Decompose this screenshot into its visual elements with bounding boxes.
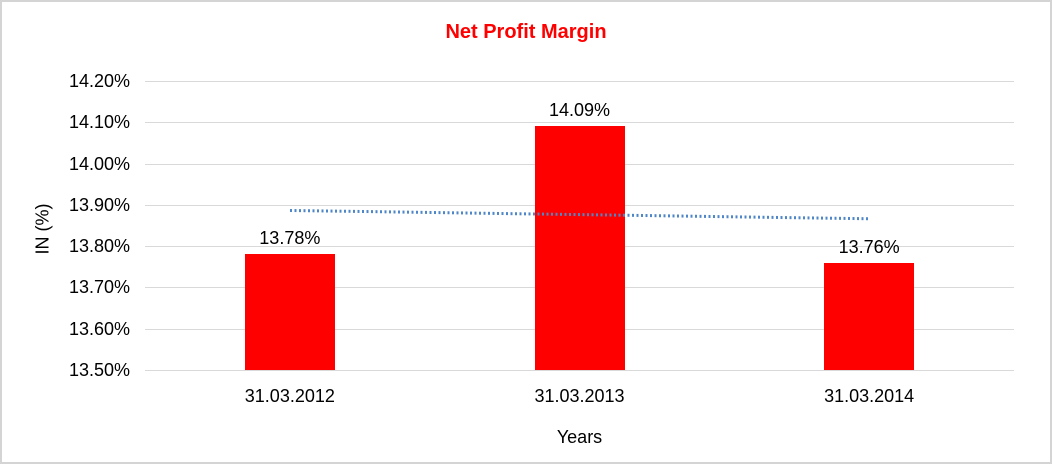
y-axis-tick-label: 14.20% [68,71,130,91]
bar-value-label: 13.78% [259,228,321,249]
gridline [145,370,1014,371]
x-axis-tick-label: 31.03.2014 [824,386,915,406]
bar-value-label: 14.09% [548,100,611,121]
bar-31.03.2014 [824,262,915,370]
bar-value-label: 13.76% [838,236,900,257]
chart-title: Net Profit Margin [445,21,607,43]
y-axis-tick-label: 14.00% [68,153,130,174]
y-axis-tick-label: 13.60% [68,318,130,339]
y-axis-tick-label: 13.90% [68,194,130,215]
y-axis-tick-label: 13.80% [68,236,130,257]
y-axis-tick-label: 13.50% [68,360,130,380]
gridline [145,81,1014,82]
gridline [145,122,1014,124]
bar-31.03.2012 [244,254,335,370]
x-axis-tick-label: 31.03.2013 [534,386,625,406]
plot-area: 13.78% 14.09% 13.76% [145,81,1014,371]
x-axis-tick-label: 31.03.2012 [244,386,335,406]
y-axis-tick-label: 14.10% [68,112,130,133]
y-axis-tick-label: 13.70% [68,277,130,298]
x-axis-title: Years [556,427,603,447]
bar-31.03.2013 [534,126,625,370]
